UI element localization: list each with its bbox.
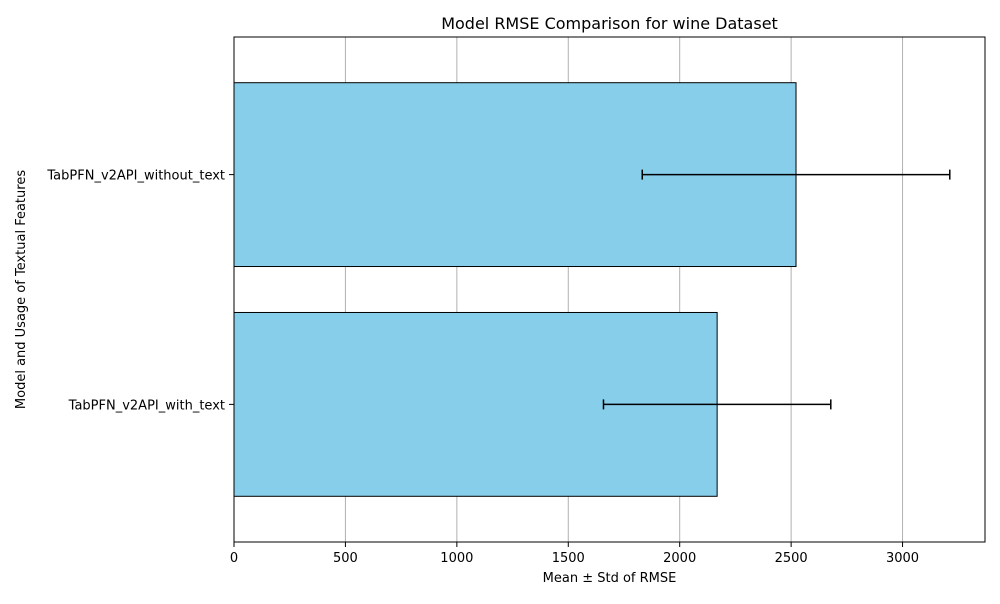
x-axis-ticks: 0 500 1000 1500 2000 2500 3000	[230, 542, 919, 566]
plot-frame	[233, 36, 986, 543]
y-tick-label: TabPFN_v2API_without_text	[46, 169, 225, 184]
error-bars	[602, 169, 951, 410]
x-tick-label: 2500	[775, 551, 808, 566]
y-tick-label: TabPFN_v2API_with_text	[68, 398, 225, 413]
x-axis-label: Mean ± Std of RMSE	[543, 571, 677, 586]
chart-title: Model RMSE Comparison for wine Dataset	[441, 14, 778, 33]
x-tick-label: 1500	[552, 551, 585, 566]
bars	[233, 82, 797, 497]
x-tick-label: 3000	[886, 551, 919, 566]
y-axis-label: Model and Usage of Textual Features	[14, 170, 29, 409]
x-tick-label: 0	[230, 551, 238, 566]
x-tick-label: 500	[333, 551, 358, 566]
y-axis-ticks: TabPFN_v2API_with_text TabPFN_v2API_witho…	[46, 169, 234, 413]
x-tick-label: 1000	[440, 551, 473, 566]
x-tick-label: 2000	[663, 551, 696, 566]
